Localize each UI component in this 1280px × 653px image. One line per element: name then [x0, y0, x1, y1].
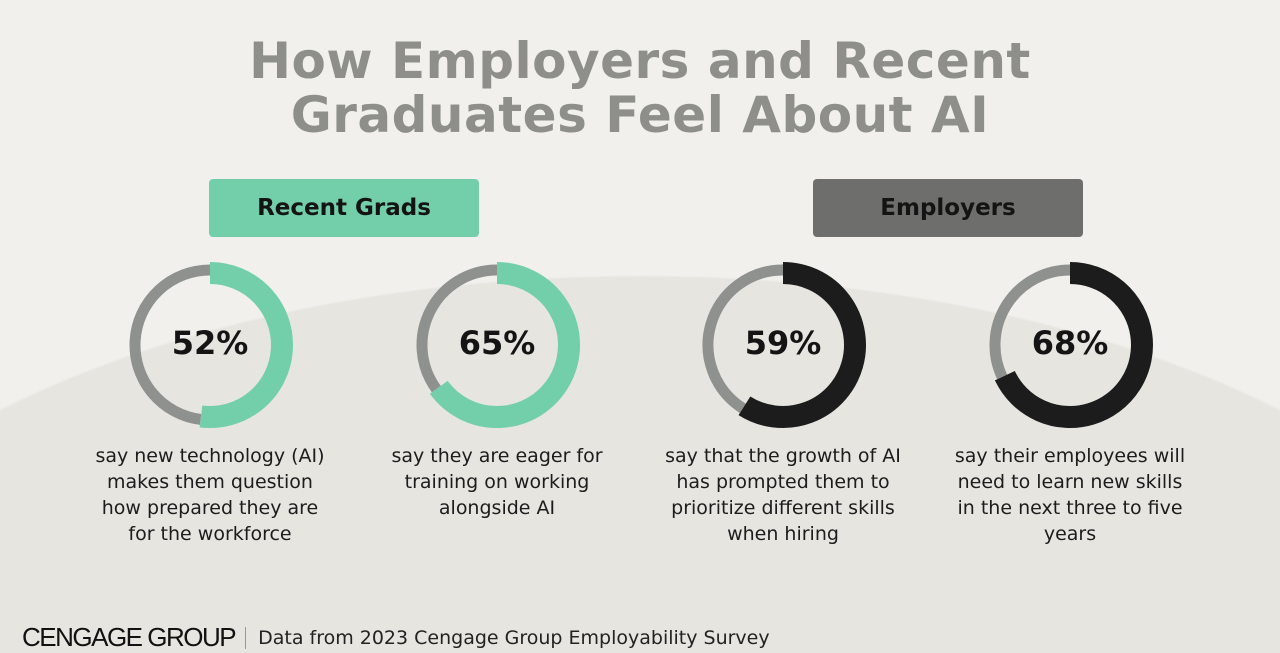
cengage-logo: CENGAGE GROUP [22, 622, 237, 652]
donut-value-arc [994, 262, 1153, 428]
page-title: How Employers and Recent Graduates Feel … [0, 34, 1280, 142]
donut-value-arc [199, 262, 293, 428]
footer-divider [245, 626, 247, 649]
description-4: say their employees will need to learn n… [954, 445, 1186, 545]
title-line-1: How Employers and Recent [249, 32, 1031, 90]
title-line-2: Graduates Feel About AI [290, 86, 990, 144]
description-1: say new technology (AI) makes them quest… [95, 445, 325, 545]
donut-label-4: 68% [1031, 324, 1109, 362]
donut-remainder-arc [129, 264, 211, 425]
description-2: say they are eager for training on worki… [391, 445, 603, 519]
source-note: Data from 2023 Cengage Group Employabili… [258, 626, 770, 649]
donut-remainder-arc [416, 264, 498, 393]
employers-badge: Employers [813, 179, 1083, 237]
donut-label-1: 52% [171, 324, 249, 362]
donut-remainder-arc [702, 264, 784, 413]
donut-value-arc [429, 262, 580, 428]
donut-remainder-arc [989, 264, 1071, 380]
donut-label-2: 65% [458, 324, 536, 362]
donut-label-3: 59% [744, 324, 822, 362]
recent-grads-badge: Recent Grads [209, 179, 479, 237]
footer: CENGAGE GROUP Data from 2023 Cengage Gro… [22, 622, 770, 653]
description-3: say that the growth of AI has prompted t… [665, 445, 901, 545]
donut-value-arc [738, 262, 866, 428]
